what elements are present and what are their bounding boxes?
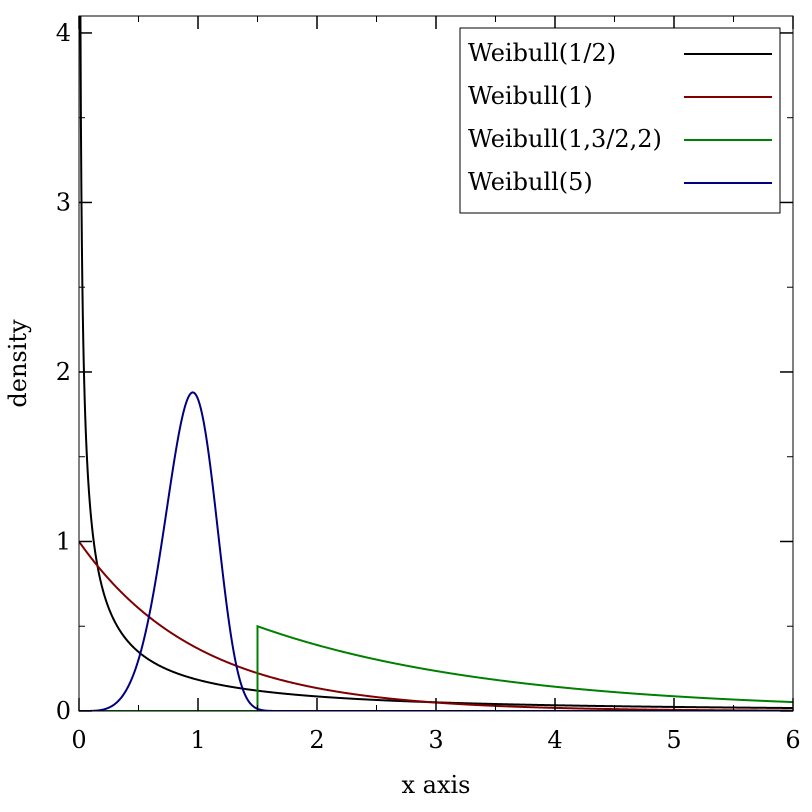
series-line-3 bbox=[79, 624, 793, 711]
y-tick-label: 2 bbox=[56, 358, 71, 386]
x-tick-label: 4 bbox=[547, 726, 562, 754]
x-axis-label: x axis bbox=[402, 771, 471, 799]
y-tick-label: 0 bbox=[56, 697, 71, 725]
x-tick-label: 1 bbox=[190, 726, 205, 754]
legend-box bbox=[459, 27, 781, 214]
x-tick-label: 6 bbox=[785, 726, 800, 754]
x-tick-label: 3 bbox=[428, 726, 443, 754]
ticks-layer: 0 1 2 3 4 5 6 0 1 2 3 4 bbox=[56, 16, 801, 754]
y-axis-label: density bbox=[4, 319, 32, 408]
y-tick-label: 3 bbox=[56, 188, 71, 216]
legend-entry-label: Weibull(1/2) bbox=[468, 39, 616, 67]
legend: Weibull(1/2) Weibull(1) Weibull(1,3/2,2) We… bbox=[459, 27, 781, 214]
series-line-4 bbox=[79, 391, 793, 711]
x-tick-label: 2 bbox=[309, 726, 324, 754]
x-tick-label: 0 bbox=[71, 726, 86, 754]
legend-entry-label: Weibull(5) bbox=[468, 168, 593, 196]
y-tick-label: 1 bbox=[56, 527, 71, 555]
legend-entry-label: Weibull(1,3/2,2) bbox=[468, 125, 662, 153]
legend-entry-label: Weibull(1) bbox=[468, 82, 593, 110]
x-tick-label: 5 bbox=[666, 726, 681, 754]
y-tick-label: 4 bbox=[56, 19, 71, 47]
